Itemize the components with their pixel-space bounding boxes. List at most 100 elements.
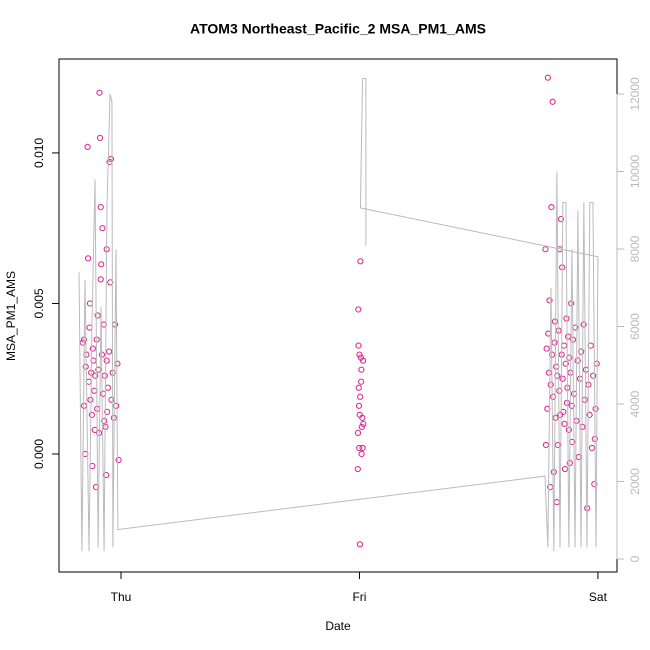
point (580, 321, 587, 328)
point (565, 426, 572, 434)
point (552, 414, 559, 421)
point (566, 354, 573, 361)
point (356, 444, 363, 452)
point (565, 333, 572, 340)
y-tick-label: 0.000 (32, 439, 46, 469)
point (560, 342, 568, 349)
point (551, 318, 559, 325)
point (115, 456, 122, 464)
point (544, 74, 551, 81)
point (357, 393, 364, 400)
point (104, 384, 111, 391)
point (84, 143, 91, 151)
point (355, 402, 363, 409)
point (586, 411, 593, 418)
point (358, 423, 365, 430)
chart-title: ATOM3 Northeast_Pacific_2 MSA_PM1_AMS (190, 21, 486, 37)
point (549, 393, 557, 400)
point (89, 345, 96, 352)
point (86, 300, 94, 307)
point (114, 360, 121, 367)
point (355, 342, 362, 349)
point (358, 366, 365, 373)
y2-tick-label: 6000 (628, 313, 642, 340)
y-tick-label: 0.010 (32, 138, 46, 168)
x-tick-label: Thu (111, 590, 132, 604)
point (360, 420, 367, 427)
point (86, 324, 93, 331)
point (578, 348, 585, 355)
point (354, 429, 362, 437)
y2-tick-label: 8000 (628, 235, 642, 262)
point (576, 375, 584, 382)
point (542, 246, 549, 253)
point (590, 372, 597, 379)
point (561, 420, 568, 427)
point (355, 384, 362, 391)
point (108, 396, 115, 403)
point (543, 345, 550, 352)
y2-tick-label: 0 (628, 555, 642, 562)
point (358, 378, 365, 385)
point (358, 450, 365, 458)
y2-tick-label: 2000 (628, 468, 642, 495)
point (113, 402, 120, 409)
point (592, 405, 599, 412)
point (88, 411, 96, 418)
y2-tick-label: 10000 (628, 154, 642, 188)
y-tick-label: 0.005 (32, 288, 46, 318)
y-axis-label: MSA_PM1_AMS (4, 271, 18, 361)
point (354, 465, 361, 473)
point (104, 408, 111, 415)
point (574, 357, 581, 364)
point (96, 134, 104, 141)
point (105, 348, 113, 355)
point (548, 204, 555, 211)
point (546, 297, 553, 304)
point (559, 375, 566, 382)
point (96, 89, 103, 96)
y2-tick-label: 12000 (628, 77, 642, 111)
point (549, 98, 556, 105)
point (97, 204, 104, 211)
point (551, 339, 558, 346)
point (82, 363, 89, 370)
point (99, 225, 106, 232)
point (101, 372, 108, 379)
x-tick-label: Fri (352, 590, 366, 604)
point (95, 366, 102, 373)
point (588, 444, 596, 452)
point (550, 468, 557, 476)
line (78, 77, 599, 552)
x-axis-label: Date (325, 619, 351, 633)
plot-box (58, 58, 618, 573)
point (568, 402, 575, 409)
point (556, 387, 563, 394)
point (97, 276, 104, 283)
x-tick-label: Sat (589, 590, 608, 604)
point (545, 369, 553, 376)
point (553, 499, 561, 506)
point (356, 541, 364, 548)
point (94, 312, 101, 319)
point (554, 441, 561, 449)
point (547, 381, 554, 388)
point (359, 414, 366, 421)
point (562, 360, 569, 367)
point (92, 372, 99, 379)
point (545, 330, 552, 337)
point (107, 279, 114, 286)
point (103, 471, 110, 479)
point (591, 480, 598, 488)
point (91, 387, 98, 394)
point (359, 444, 366, 452)
point (561, 465, 569, 473)
point (542, 441, 550, 449)
point (356, 351, 363, 358)
point (357, 258, 364, 265)
point (98, 261, 105, 268)
point (359, 357, 367, 364)
point (84, 255, 92, 262)
point (101, 417, 108, 424)
